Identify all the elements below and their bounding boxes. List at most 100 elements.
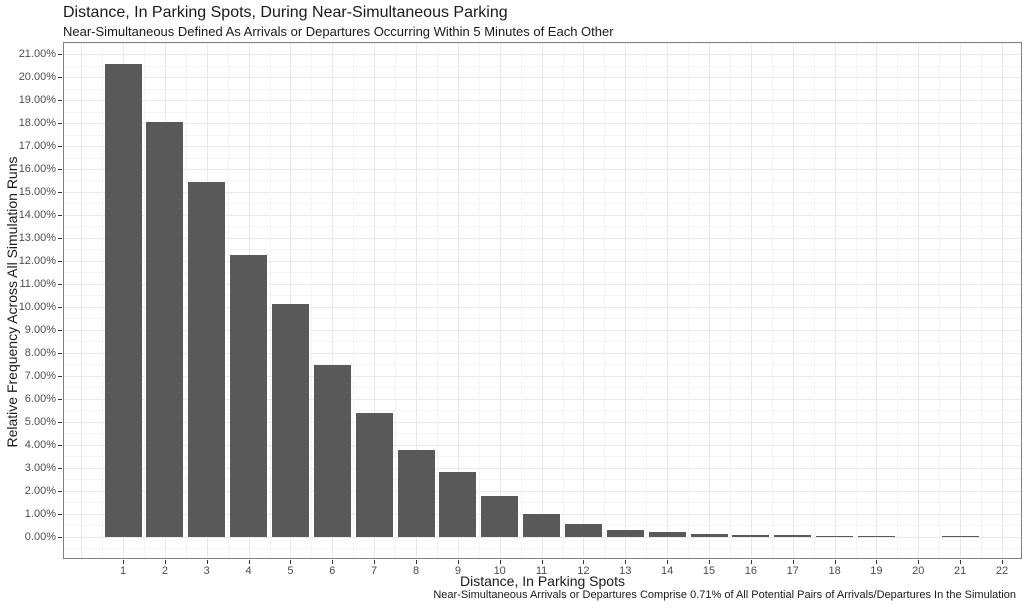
- x-tick-label: 19: [870, 565, 883, 577]
- x-tick-label: 2: [161, 565, 168, 577]
- gridline: [562, 42, 564, 559]
- y-axis-tick: [58, 283, 62, 285]
- gridline: [499, 42, 501, 559]
- y-tick-label: 10.00%: [18, 300, 56, 313]
- gridline: [583, 42, 585, 559]
- y-tick-label: 15.00%: [18, 185, 56, 198]
- x-axis-tick: [750, 560, 752, 564]
- gridline: [625, 42, 627, 559]
- y-tick-label: 2.00%: [24, 484, 56, 497]
- gridline: [897, 42, 899, 559]
- y-tick-label: 9.00%: [24, 323, 56, 336]
- plot-panel: [63, 42, 1022, 559]
- x-tick-label: 13: [619, 565, 632, 577]
- y-axis-tick: [58, 421, 62, 423]
- x-axis-tick: [960, 560, 962, 564]
- gridline: [981, 42, 983, 559]
- y-axis-tick: [58, 100, 62, 101]
- x-tick-label: 7: [371, 565, 378, 577]
- chart-subtitle: Near-Simultaneous Defined As Arrivals or…: [63, 24, 614, 39]
- bar: [104, 63, 142, 537]
- gridline: [478, 42, 480, 559]
- gridline: [457, 42, 459, 559]
- y-tick-label: 18.00%: [18, 117, 56, 129]
- gridline: [792, 42, 794, 559]
- x-tick-label: 9: [454, 565, 461, 577]
- y-tick-label: 13.00%: [18, 231, 56, 244]
- x-axis-title: Distance, In Parking Spots: [460, 573, 625, 589]
- y-axis-tick: [58, 214, 62, 216]
- gridline: [269, 42, 271, 559]
- gridline: [646, 42, 648, 559]
- x-axis-tick: [625, 560, 627, 564]
- bar: [606, 529, 644, 537]
- x-tick-label: 21: [953, 565, 967, 577]
- y-axis-tick: [58, 260, 62, 262]
- y-tick-label: 8.00%: [24, 346, 56, 359]
- bar: [857, 535, 895, 537]
- bar: [941, 535, 979, 537]
- gridline: [876, 42, 878, 559]
- x-tick-label: 14: [660, 565, 674, 577]
- y-tick-label: 16.00%: [18, 163, 56, 175]
- x-tick-label: 6: [329, 565, 336, 577]
- bar: [816, 535, 854, 537]
- x-axis-tick: [416, 560, 417, 564]
- y-tick-label: 11.00%: [19, 277, 57, 290]
- x-tick-label: 15: [702, 565, 716, 577]
- gridline: [667, 42, 669, 559]
- x-axis-tick: [876, 560, 878, 564]
- x-axis-tick: [541, 560, 543, 564]
- gridline: [395, 42, 397, 559]
- y-tick-label: 7.00%: [24, 369, 56, 382]
- y-tick-label: 20.00%: [18, 71, 56, 83]
- y-axis-tick: [58, 352, 62, 354]
- gridline: [750, 42, 752, 559]
- x-tick-label: 1: [119, 565, 127, 577]
- x-axis-tick: [583, 560, 585, 564]
- gridline: [604, 42, 606, 559]
- y-axis-tick: [58, 146, 62, 147]
- x-tick-label: 18: [828, 565, 841, 577]
- x-axis-tick: [667, 560, 669, 564]
- gridline: [918, 42, 920, 559]
- bar: [564, 523, 602, 537]
- x-axis-tick: [248, 560, 250, 564]
- chart-title: Distance, In Parking Spots, During Near-…: [63, 4, 508, 21]
- y-axis-tick: [58, 444, 62, 446]
- y-tick-label: 4.00%: [24, 438, 56, 451]
- x-tick-label: 22: [995, 565, 1009, 577]
- gridline: [311, 42, 313, 559]
- x-tick-label: 8: [412, 565, 420, 577]
- y-tick-label: 21.00%: [18, 48, 56, 60]
- x-axis-tick: [834, 560, 836, 564]
- bar: [690, 533, 728, 537]
- bar: [648, 531, 686, 537]
- y-axis-tick: [58, 191, 62, 193]
- y-tick-label: 0.00%: [24, 530, 56, 543]
- y-axis-tick: [58, 329, 62, 331]
- y-tick-label: 14.00%: [18, 208, 56, 221]
- gridline: [332, 42, 334, 559]
- gridline: [960, 42, 962, 559]
- y-tick-label: 12.00%: [18, 254, 56, 267]
- gridline: [855, 42, 857, 559]
- gridline: [813, 42, 815, 559]
- bar: [355, 412, 393, 537]
- chart-caption: Near-Simultaneous Arrivals or Departures…: [433, 589, 1016, 601]
- x-axis-tick: [709, 560, 710, 564]
- y-axis-tick: [58, 536, 62, 538]
- x-tick-label: 17: [786, 565, 799, 577]
- bar: [439, 471, 477, 537]
- x-axis-tick: [123, 560, 124, 564]
- gridline: [374, 42, 376, 559]
- gridline: [541, 42, 543, 559]
- y-axis-tick: [58, 54, 62, 55]
- gridline: [143, 42, 145, 559]
- x-axis-tick: [457, 560, 459, 564]
- bar: [313, 364, 351, 537]
- bar: [397, 449, 435, 537]
- y-axis-tick: [58, 467, 62, 469]
- x-tick-label: 20: [912, 565, 925, 577]
